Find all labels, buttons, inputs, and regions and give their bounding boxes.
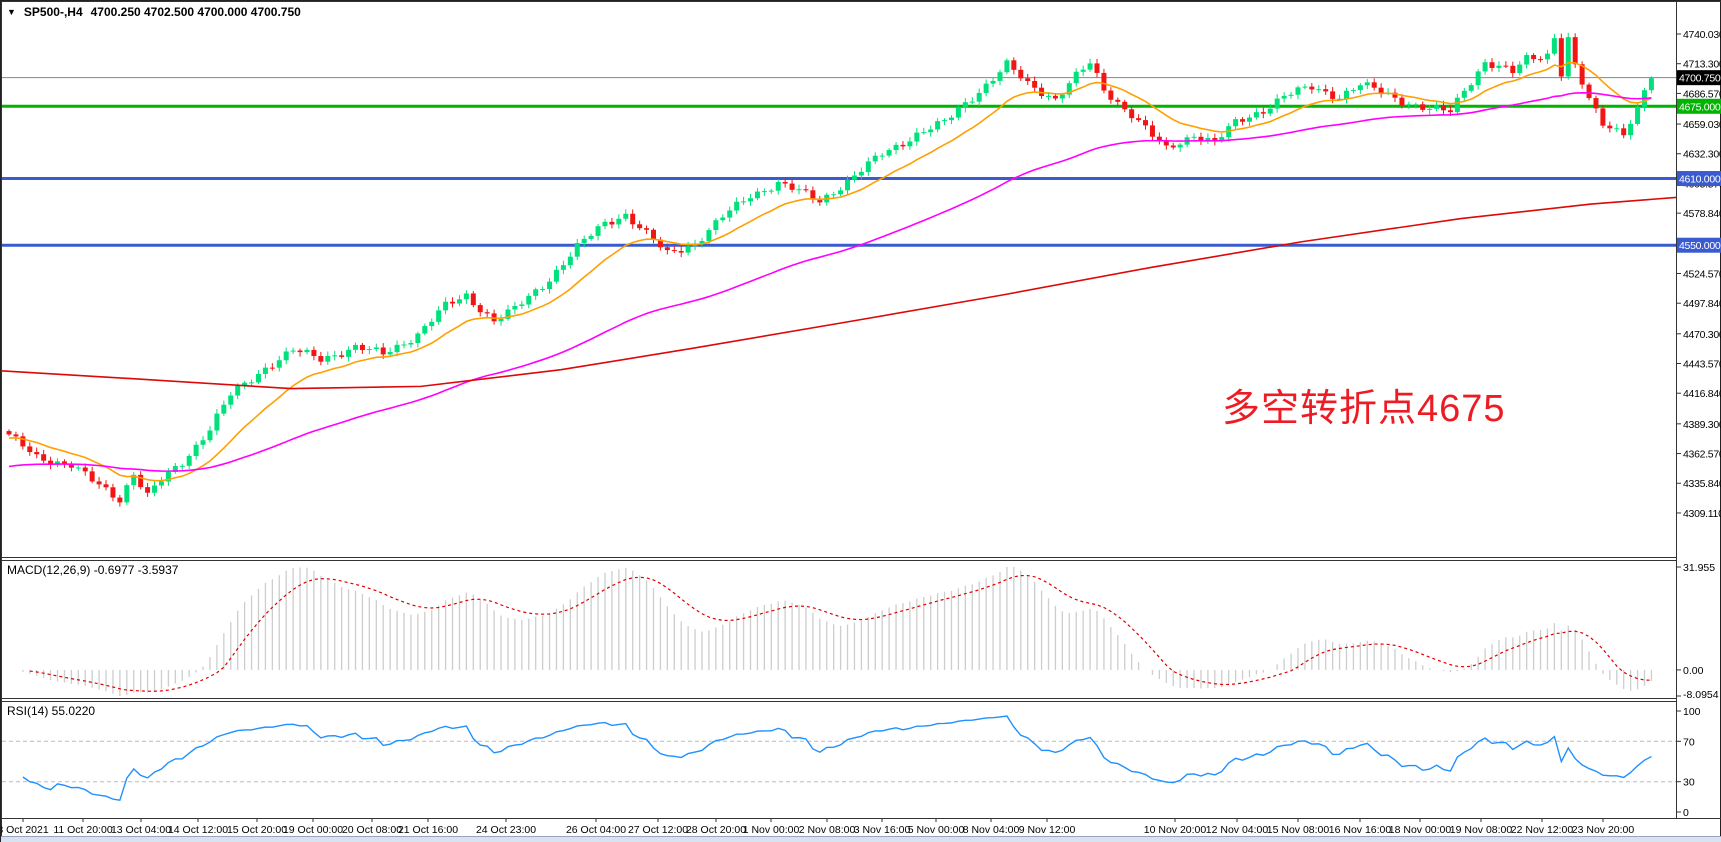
rsi-line xyxy=(22,715,1652,802)
time-tick-label: 3 Nov 16:00 xyxy=(854,824,911,836)
time-tick-label: 14 Oct 12:00 xyxy=(168,824,228,836)
macd-signal-line xyxy=(29,574,1652,692)
rsi-tick-label: 70 xyxy=(1683,736,1695,748)
macd-tick-label: 0.00 xyxy=(1683,665,1704,677)
horizontal-scrollbar[interactable] xyxy=(1,836,1721,842)
horizontal-lines xyxy=(2,77,1676,247)
rsi-tick-label: 0 xyxy=(1683,807,1689,819)
price-badge-current-price xyxy=(1677,70,1721,86)
time-tick-label: 27 Oct 12:00 xyxy=(628,824,688,836)
time-tick-label: 26 Oct 04:00 xyxy=(566,824,626,836)
time-tick-label: 16 Nov 16:00 xyxy=(1329,824,1392,836)
price-tick-label: 4578.840 xyxy=(1683,208,1721,220)
time-tick-label: 18 Nov 00:00 xyxy=(1389,824,1452,836)
ohlc-values: 4700.250 4702.500 4700.000 4700.750 xyxy=(90,5,301,19)
rsi-axis: 100 70 30 0 xyxy=(1676,706,1701,819)
time-tick-label: 1 Nov 00:00 xyxy=(743,824,800,836)
price-badge-label: 4700.750 xyxy=(1679,73,1721,85)
price-badge-label: 4610.000 xyxy=(1679,174,1721,186)
macd-tick-label: -8.0954 xyxy=(1683,689,1719,701)
time-tick-label: 28 Oct 20:00 xyxy=(686,824,746,836)
rsi-tick-label: 30 xyxy=(1683,777,1695,789)
price-tick-label: 4632.300 xyxy=(1683,149,1721,161)
fast-ma-line xyxy=(8,61,1652,482)
price-tick-label: 4470.300 xyxy=(1683,329,1721,341)
time-tick-label: 15 Nov 08:00 xyxy=(1267,824,1330,836)
price-axis: 4740.030 4713.300 4686.570 4659.030 4632.300… xyxy=(1676,29,1721,520)
macd-tick-label: 31.955 xyxy=(1683,562,1715,574)
price-tick-label: 4389.300 xyxy=(1683,419,1721,431)
price-badge-label: 4675.000 xyxy=(1679,101,1721,113)
price-tick-label: 4416.840 xyxy=(1683,388,1721,400)
price-tick-label: 4713.300 xyxy=(1683,59,1721,71)
price-badge-hline xyxy=(1677,98,1721,114)
price-badge-hline xyxy=(1677,171,1721,187)
rsi-panel xyxy=(2,715,1676,802)
time-tick-label: 2 Nov 08:00 xyxy=(799,824,856,836)
rsi-indicator-label: RSI(14) 55.0220 xyxy=(7,704,96,718)
time-tick-label: 5 Nov 00:00 xyxy=(908,824,965,836)
macd-panel xyxy=(15,567,1653,696)
price-tick-label: 4335.840 xyxy=(1683,478,1721,490)
time-tick-label: 23 Nov 20:00 xyxy=(1572,824,1635,836)
time-tick-label: 9 Nov 12:00 xyxy=(1019,824,1076,836)
time-tick-label: 8 Nov 04:00 xyxy=(963,824,1020,836)
price-tick-label: 4686.570 xyxy=(1683,88,1721,100)
moving-averages xyxy=(1,61,1677,482)
price-tick-label: 4309.110 xyxy=(1683,508,1721,520)
time-tick-label: 8 Oct 2021 xyxy=(1,824,49,836)
long-ma-line xyxy=(1,196,1677,390)
time-tick-label: 21 Oct 16:00 xyxy=(398,824,458,836)
price-tick-label: 4497.840 xyxy=(1683,298,1721,310)
chart-title-bar: ▼ SP500-,H4 4700.250 4702.500 4700.000 4… xyxy=(7,5,301,19)
macd-axis: 31.955 0.00 -8.0954 xyxy=(1676,562,1719,701)
time-tick-label: 24 Oct 23:00 xyxy=(476,824,536,836)
time-tick-label: 20 Oct 08:00 xyxy=(342,824,402,836)
price-tick-label: 4659.030 xyxy=(1683,119,1721,131)
price-tick-label: 4443.570 xyxy=(1683,359,1721,371)
time-tick-label: 11 Oct 20:00 xyxy=(53,824,113,836)
candles xyxy=(6,32,1654,507)
price-tick-label: 4524.570 xyxy=(1683,268,1721,280)
price-badge-label: 4550.000 xyxy=(1679,240,1721,252)
time-tick-label: 19 Oct 00:00 xyxy=(283,824,343,836)
price-tick-label: 4362.570 xyxy=(1683,449,1721,461)
symbol-dropdown-icon[interactable]: ▼ xyxy=(7,7,16,17)
slow-ma-line xyxy=(8,92,1652,472)
time-tick-label: 10 Nov 20:00 xyxy=(1144,824,1207,836)
time-tick-label: 13 Oct 04:00 xyxy=(111,824,171,836)
time-tick-label: 19 Nov 08:00 xyxy=(1450,824,1513,836)
symbol-period-label: SP500-,H4 xyxy=(23,5,83,19)
macd-indicator-label: MACD(12,26,9) -0.6977 -3.5937 xyxy=(7,563,179,577)
rsi-tick-label: 100 xyxy=(1683,706,1701,718)
time-tick-label: 22 Nov 12:00 xyxy=(1511,824,1574,836)
time-tick-label: 15 Oct 20:00 xyxy=(227,824,287,836)
price-badge-hline xyxy=(1677,237,1721,253)
time-tick-label: 12 Nov 04:00 xyxy=(1206,824,1269,836)
price-tick-label: 4740.030 xyxy=(1683,29,1721,41)
